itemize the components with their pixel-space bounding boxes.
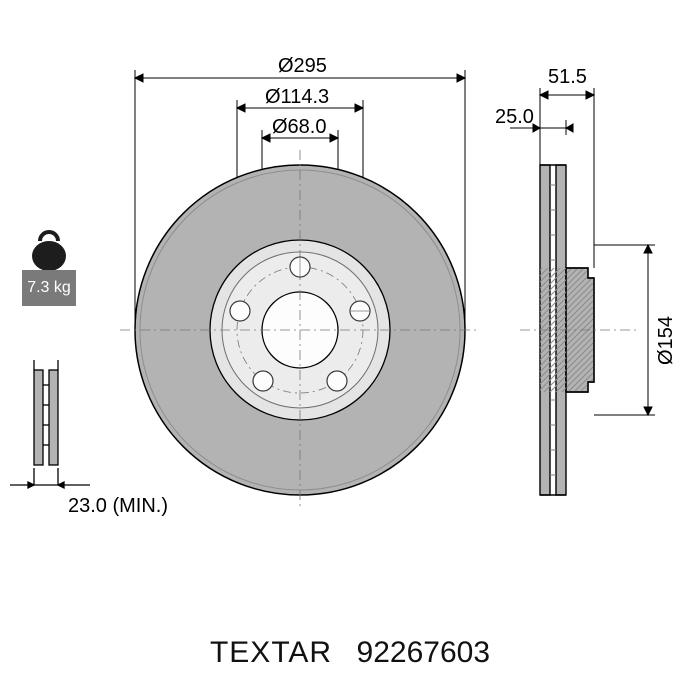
- footer: TEXTAR 92267603: [0, 636, 700, 670]
- diagram-canvas: TEXTAR 7.3 kg 23.0 (MIN.): [0, 0, 700, 700]
- overall-width-label: 51.5: [548, 66, 587, 89]
- rotor-thickness-label: 25.0: [495, 106, 534, 129]
- pcd-label: Ø114.3: [265, 86, 329, 109]
- face-view: [120, 150, 480, 510]
- main-drawing: [0, 0, 700, 620]
- hat-diameter-label: Ø154: [655, 316, 678, 365]
- bore-label: Ø68.0: [272, 116, 326, 139]
- outer-diameter-label: Ø295: [278, 55, 327, 78]
- brand-name: TEXTAR: [210, 636, 332, 669]
- part-number: 92267603: [357, 636, 490, 669]
- section-view: [520, 165, 640, 495]
